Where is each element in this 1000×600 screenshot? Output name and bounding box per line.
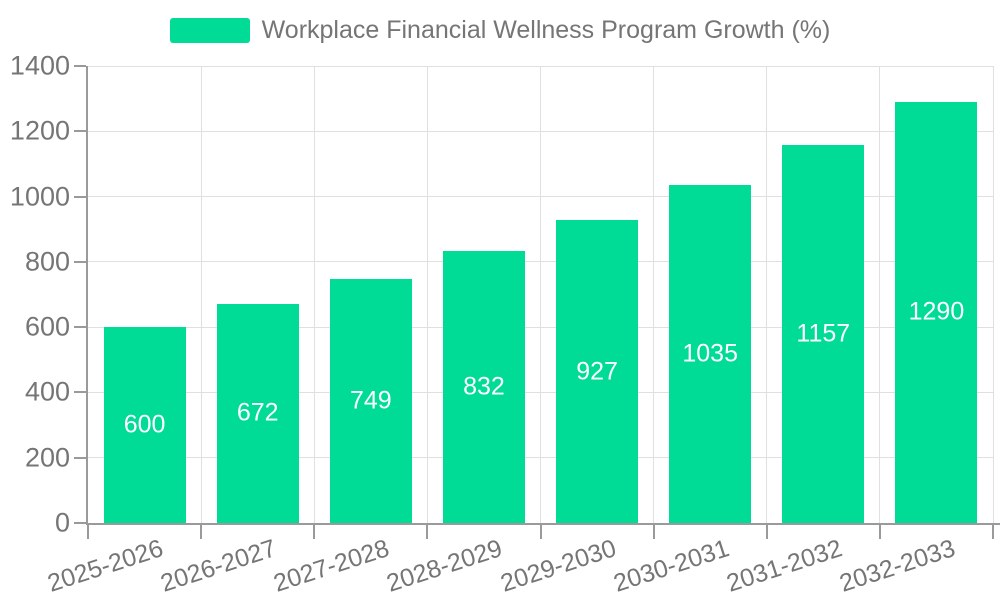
- x-axis-tick: [652, 523, 655, 539]
- y-tick-label: 800: [24, 246, 70, 277]
- y-axis-tick: [74, 130, 86, 133]
- y-tick-label: 200: [24, 442, 70, 473]
- x-axis-tick: [200, 523, 203, 539]
- bar-value-label: 749: [349, 386, 392, 415]
- x-tick-label: 2030-2031: [609, 534, 733, 598]
- y-tick-label: 400: [24, 376, 70, 407]
- x-axis-tick: [765, 523, 768, 539]
- bar-value-label: 672: [236, 398, 279, 427]
- legend-swatch-icon: [169, 18, 250, 43]
- x-axis-tick: [426, 523, 429, 539]
- bar-value-label: 927: [576, 357, 618, 386]
- v-gridline: [653, 66, 655, 523]
- plot-area: 0 200 400 600 800 1000 1200 1400 600 2025-2026 672…: [10, 52, 1000, 598]
- y-tick-label: 600: [24, 311, 70, 342]
- x-axis-tick: [539, 523, 542, 539]
- v-gridline: [313, 66, 315, 523]
- y-axis-tick: [74, 456, 86, 459]
- y-tick-label: 1000: [9, 181, 70, 212]
- x-axis-tick: [313, 523, 316, 539]
- v-gridline: [766, 66, 768, 523]
- v-gridline: [200, 66, 202, 523]
- x-tick-label: 2026-2027: [157, 534, 280, 598]
- v-gridline: [992, 66, 994, 523]
- bar: 749: [329, 278, 412, 523]
- bar: 1290: [895, 101, 978, 523]
- y-axis-line: [86, 66, 88, 525]
- x-tick-label: 2029-2030: [496, 534, 620, 598]
- y-axis-tick: [74, 326, 86, 329]
- x-axis-line: [86, 523, 1000, 525]
- legend-label: Workplace Financial Wellness Program Gro…: [261, 16, 831, 44]
- bar: 832: [442, 251, 525, 523]
- x-tick-label: 2031-2032: [722, 534, 846, 598]
- y-axis-tick: [74, 391, 86, 394]
- bar-value-label: 600: [123, 410, 166, 439]
- x-axis-tick: [992, 523, 994, 539]
- v-gridline: [426, 66, 428, 523]
- x-tick-label: 2032-2033: [836, 534, 959, 598]
- bar: 927: [556, 220, 639, 523]
- bar: 1035: [669, 185, 752, 523]
- y-axis-tick: [74, 522, 86, 524]
- y-tick-label: 1200: [9, 115, 70, 146]
- x-axis-tick: [87, 523, 89, 539]
- v-gridline: [879, 66, 881, 523]
- bar: 672: [216, 303, 299, 523]
- x-tick-label: 2025-2026: [44, 534, 167, 598]
- bar: 600: [103, 327, 186, 523]
- bar-value-label: 832: [463, 372, 505, 401]
- bar: 1157: [782, 145, 865, 523]
- y-axis-tick: [74, 65, 86, 67]
- legend-item[interactable]: Workplace Financial Wellness Program Gro…: [169, 16, 831, 44]
- y-axis-tick: [74, 260, 86, 263]
- y-axis-tick: [74, 195, 86, 198]
- legend: Workplace Financial Wellness Program Gro…: [0, 18, 1000, 43]
- y-tick-label: 0: [54, 507, 70, 538]
- bar-value-label: 1157: [796, 319, 851, 348]
- x-axis-tick: [878, 523, 881, 539]
- v-gridline: [540, 66, 541, 523]
- x-tick-label: 2028-2029: [383, 534, 506, 598]
- x-tick-label: 2027-2028: [270, 534, 393, 598]
- y-tick-label: 1400: [9, 50, 70, 81]
- bar-value-label: 1035: [682, 339, 738, 368]
- bar-value-label: 1290: [908, 297, 965, 326]
